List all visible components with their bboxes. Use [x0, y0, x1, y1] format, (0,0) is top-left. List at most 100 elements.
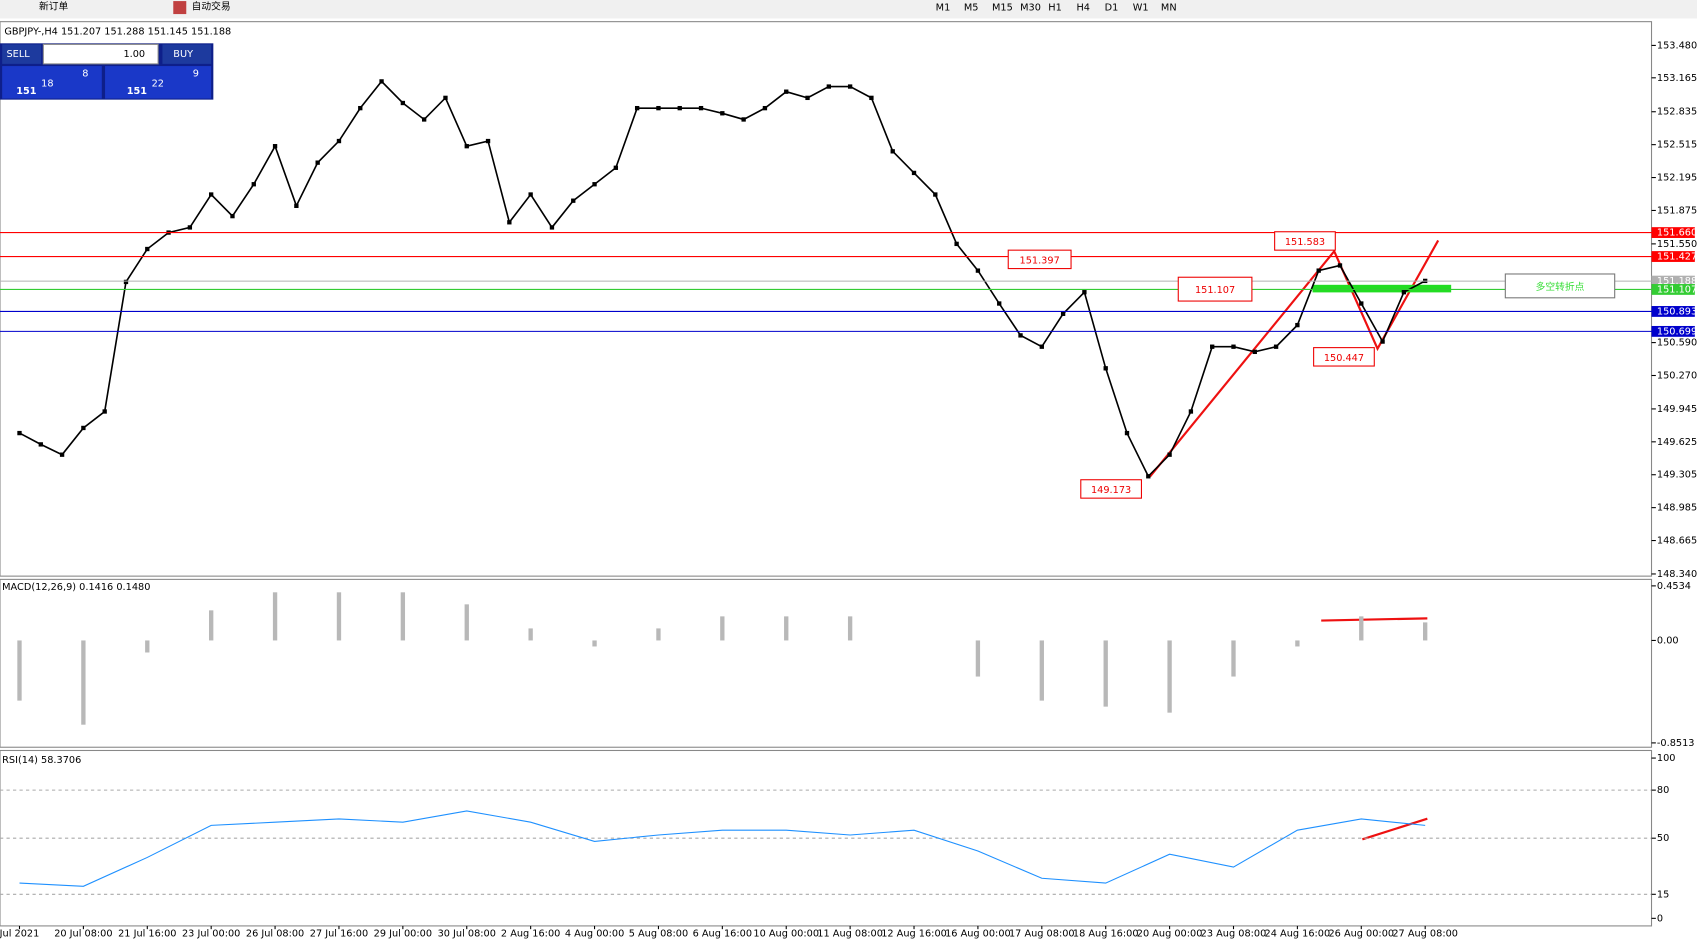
lots-value[interactable]: 1.00 — [123, 49, 145, 60]
macd-bar — [464, 604, 469, 641]
y-tick-label: 152.195 — [1657, 173, 1697, 184]
price-point — [336, 138, 342, 144]
macd-bar — [784, 616, 789, 641]
price-point — [1039, 344, 1044, 349]
price-point — [1273, 344, 1279, 349]
timeframe-button[interactable]: W1 — [1133, 3, 1149, 14]
price-point — [1295, 322, 1300, 328]
price-point — [230, 213, 235, 219]
price-point — [379, 79, 384, 84]
sell-price-box[interactable] — [2, 66, 102, 99]
price-point — [1231, 344, 1236, 349]
timeframe-button[interactable]: M1 — [936, 3, 951, 14]
y-tick-label: 15 — [1657, 889, 1669, 900]
price-level-tag — [1651, 325, 1695, 337]
macd-bar — [272, 592, 278, 641]
price-level-tag — [1651, 306, 1695, 317]
price-point — [1060, 311, 1066, 316]
y-tick-label: 149.945 — [1657, 404, 1697, 415]
price-point — [805, 95, 810, 101]
price-point — [1359, 301, 1364, 306]
x-tick-label: 16 Aug 00:00 — [945, 929, 1011, 940]
price-point — [251, 182, 256, 187]
price-point — [592, 182, 597, 187]
price-point — [528, 192, 533, 197]
y-tick-label: 152.835 — [1657, 107, 1697, 118]
price-point — [443, 95, 448, 101]
price-point — [762, 105, 768, 111]
x-tick-label: 12 Aug 16:00 — [881, 929, 947, 940]
y-tick-label: 0.00 — [1657, 635, 1679, 646]
macd-bar — [145, 640, 150, 653]
x-tick-label: 23 Aug 08:00 — [1201, 929, 1267, 940]
price-point — [997, 301, 1002, 306]
macd-bar — [592, 640, 597, 647]
x-tick-label: 30 Jul 08:00 — [438, 929, 496, 940]
price-point — [1210, 344, 1215, 349]
price-level-label: 150.699 — [1657, 326, 1697, 337]
y-tick-label: 100 — [1657, 753, 1676, 764]
lots-input[interactable] — [42, 43, 159, 65]
buy-price-box[interactable] — [105, 66, 212, 99]
drawn-arrows — [1149, 239, 1440, 841]
sell-label[interactable]: SELL — [6, 49, 30, 60]
buy-label[interactable]: BUY — [173, 49, 193, 60]
x-tick-label: 20 Jul 08:00 — [54, 929, 112, 940]
timeframe-button[interactable]: MN — [1161, 3, 1177, 14]
macd-window — [0, 578, 1653, 748]
x-tick-label: 21 Jul 16:00 — [118, 929, 176, 940]
price-point — [677, 105, 682, 111]
price-point — [656, 105, 661, 111]
price-point — [123, 279, 129, 285]
x-tick-label: 10 Aug 00:00 — [753, 929, 819, 940]
macd-bar — [81, 640, 86, 725]
price-point — [145, 246, 150, 252]
price-point — [81, 425, 86, 431]
price-point — [464, 144, 469, 149]
annotation-box — [1274, 231, 1336, 251]
annotation: 150.447 — [1324, 353, 1364, 364]
price-point — [720, 111, 725, 116]
timeframe-button[interactable]: M30 — [1020, 3, 1041, 14]
x-tick-label: 6 Aug 16:00 — [693, 929, 752, 940]
y-tick-label: 148.340 — [1657, 569, 1697, 580]
macd-bar — [17, 640, 22, 701]
macd-bar — [528, 628, 533, 641]
price-point — [358, 105, 363, 111]
macd-title: MACD(12,26,9) 0.1416 0.1480 — [2, 582, 150, 593]
y-tick-label: 153.480 — [1657, 40, 1697, 51]
auto-trading-icon[interactable] — [173, 1, 187, 15]
x-tick-label: 20 Aug 00:00 — [1137, 929, 1203, 940]
price-point — [784, 89, 789, 94]
price-point — [1188, 409, 1194, 414]
annotation: 151.397 — [1020, 255, 1060, 266]
sell-price-big: 18 — [41, 78, 53, 89]
x-tick-label: 26 Jul 08:00 — [246, 929, 304, 940]
y-tick-label: 0.4534 — [1657, 581, 1691, 592]
buy-button[interactable] — [162, 44, 212, 64]
timeframe-button[interactable]: M15 — [992, 3, 1013, 14]
sell-button[interactable] — [2, 44, 42, 64]
y-tick-label: 149.305 — [1657, 470, 1697, 481]
price-point — [869, 95, 874, 101]
new-order-button[interactable]: 新订单 — [39, 0, 68, 12]
timeframe-button[interactable]: M5 — [964, 3, 979, 14]
buy-price-sup: 9 — [193, 69, 199, 80]
auto-trading-button[interactable]: 自动交易 — [192, 0, 231, 12]
buy-price-big: 22 — [152, 78, 164, 89]
timeframe-button[interactable]: D1 — [1105, 3, 1119, 14]
price-point — [1018, 333, 1023, 338]
y-tick-label: 50 — [1657, 833, 1669, 844]
sell-price-prefix: 151 — [16, 86, 37, 97]
x-tick-label: 27 Aug 08:00 — [1392, 929, 1458, 940]
macd-bar — [975, 640, 981, 677]
price-point — [1146, 474, 1151, 479]
timeframe-button[interactable]: H4 — [1076, 3, 1090, 14]
price-level-tag — [1651, 275, 1695, 287]
annotation: 多空转折点 — [1536, 280, 1585, 293]
timeframe-button[interactable]: H1 — [1048, 3, 1062, 14]
price-point — [38, 442, 43, 447]
price-point — [1103, 366, 1108, 371]
